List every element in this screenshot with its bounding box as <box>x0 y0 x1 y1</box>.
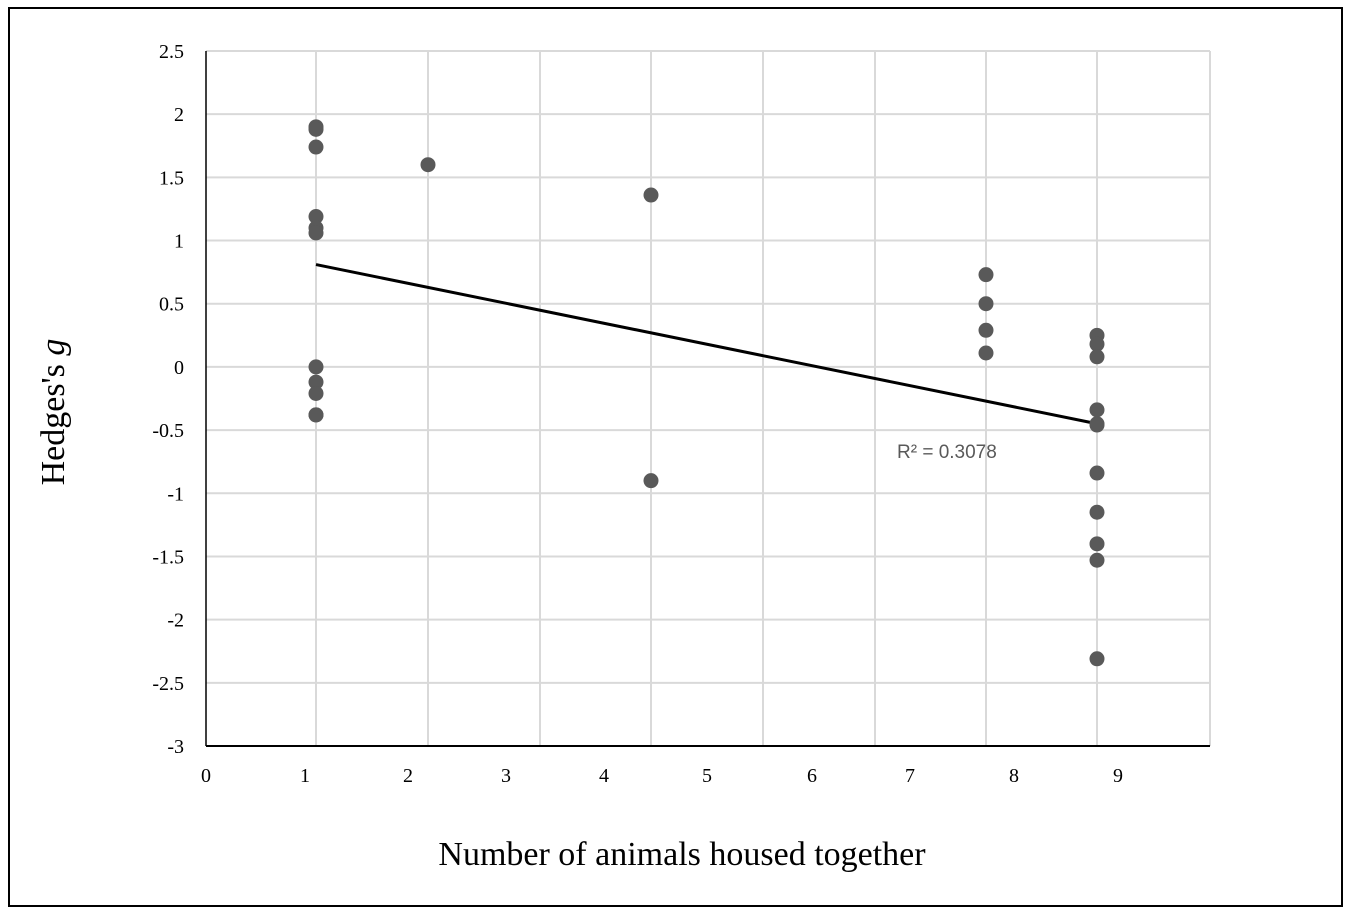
data-point <box>643 187 659 203</box>
x-tick-label: 6 <box>807 765 817 787</box>
r-squared-label: R² = 0.3078 <box>897 442 997 463</box>
y-axis-title: Hedges's g <box>35 339 72 486</box>
data-point <box>1089 465 1105 481</box>
data-point <box>308 385 324 401</box>
data-point <box>308 225 324 241</box>
x-tick-labels: 0 1 2 3 4 5 6 7 8 9 <box>201 765 1123 787</box>
data-point <box>1089 349 1105 365</box>
y-tick-label: 2.5 <box>159 41 184 63</box>
x-tick-label: 1 <box>300 765 310 787</box>
data-point <box>308 209 324 225</box>
x-tick-label: 0 <box>201 765 211 787</box>
x-tick-label: 4 <box>599 765 609 787</box>
y-tick-label: -2 <box>167 610 184 632</box>
x-tick-label: 3 <box>501 765 511 787</box>
data-point <box>1089 336 1105 352</box>
y-tick-label: 1 <box>174 231 184 253</box>
y-tick-label: -2.5 <box>152 673 184 695</box>
x-tick-label: 2 <box>403 765 413 787</box>
data-point <box>1089 402 1105 418</box>
data-point <box>643 473 659 489</box>
data-point <box>308 407 324 423</box>
data-point <box>1089 651 1105 667</box>
data-point <box>978 267 994 283</box>
y-tick-label: -0.5 <box>152 420 184 442</box>
data-point <box>308 359 324 375</box>
chart-frame <box>8 7 1343 907</box>
x-tick-label: 5 <box>702 765 712 787</box>
x-tick-label: 9 <box>1113 765 1123 787</box>
y-tick-label: -1.5 <box>152 546 184 568</box>
x-axis-title: Number of animals housed together <box>438 836 926 873</box>
x-tick-label: 8 <box>1009 765 1019 787</box>
y-tick-label: 0.5 <box>159 294 184 316</box>
y-tick-label: 0 <box>174 357 184 379</box>
data-points <box>308 119 1105 667</box>
data-point <box>1089 552 1105 568</box>
y-axis-title-main: Hedges's <box>35 356 72 486</box>
x-tick-label: 7 <box>905 765 915 787</box>
y-tick-label: 2 <box>174 104 184 126</box>
axes <box>205 51 1210 747</box>
data-point <box>308 374 324 390</box>
y-tick-label: 1.5 <box>159 167 184 189</box>
grid-lines <box>206 50 1211 746</box>
y-tick-labels: 2.5 2 1.5 1 0.5 0 -0.5 -1 -1.5 -2 -2.5 -3 <box>152 41 184 758</box>
y-axis-title-italic: g <box>35 339 72 356</box>
data-point <box>1089 417 1105 433</box>
trendline <box>315 263 1098 426</box>
data-point <box>308 121 324 137</box>
data-point <box>978 322 994 338</box>
y-tick-label: -3 <box>167 736 184 758</box>
data-point <box>1089 536 1105 552</box>
data-point <box>420 157 436 173</box>
data-point <box>978 296 994 312</box>
y-tick-label: -1 <box>167 483 184 505</box>
trendline-group <box>315 263 1098 426</box>
data-point <box>308 139 324 155</box>
data-point <box>978 345 994 361</box>
data-point <box>1089 504 1105 520</box>
